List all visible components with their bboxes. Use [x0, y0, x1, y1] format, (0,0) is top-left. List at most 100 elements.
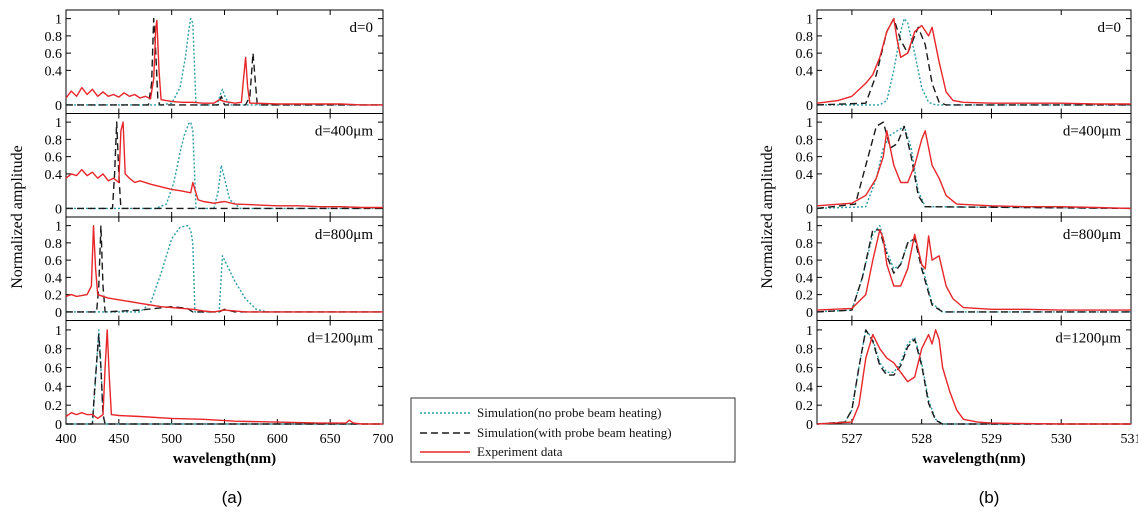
y-tick-label: 0.4 [796, 64, 814, 79]
y-tick-label: 1 [806, 220, 813, 235]
panel-4: 0 0.2 0.4 0.6 0.8 1 d=1200μm [45, 320, 384, 433]
panel-label: d=800μm [315, 227, 374, 243]
series-experiment [65, 19, 383, 106]
y-tick-label: 1 [806, 116, 813, 131]
panel-label: d=800μm [1063, 227, 1122, 243]
series-sim-with-heating [816, 121, 1132, 210]
y-tick-label: 0.8 [796, 343, 814, 358]
y-tick-label: 0.4 [45, 271, 63, 286]
y-tick-label: 0.8 [45, 237, 63, 252]
y-tick-label: 1 [55, 13, 62, 28]
x-tick-label: 531 [1121, 432, 1138, 447]
series-sim-no-heating [816, 125, 1132, 210]
legend-label-sim-no-heating: Simulation(no probe beam heating) [477, 405, 661, 420]
series-sim-no-heating [816, 224, 1131, 313]
x-axis-label: wavelength(nm) [922, 451, 1025, 467]
y-tick-label: 0 [806, 202, 813, 217]
y-tick-label: 0.2 [796, 399, 814, 414]
y-tick-label: 0.2 [45, 289, 63, 304]
panel-label: d=1200μm [307, 331, 373, 347]
series-experiment [65, 121, 383, 209]
y-tick-label: 0.6 [45, 47, 63, 62]
y-tick-label: 1 [55, 220, 62, 235]
panel-frame [65, 9, 384, 114]
series-sim-with-heating [816, 329, 1131, 425]
y-tick-label: 0 [55, 202, 62, 217]
panel-4: 0 0.2 0.4 0.6 0.8 1 d=1200μm [796, 320, 1132, 433]
panel-3: 0 0.2 0.4 0.6 0.8 1 d=800μm [796, 216, 1132, 321]
legend-label-sim-with-heating: Simulation(with probe beam heating) [477, 425, 672, 440]
y-tick-label: 0.6 [45, 254, 63, 269]
y-tick-label: 0.4 [45, 380, 63, 395]
y-tick-label: 0.8 [796, 133, 814, 148]
series-sim-with-heating [816, 229, 1131, 313]
series-sim-no-heating [66, 17, 383, 106]
y-tick-label: 0.6 [45, 151, 63, 166]
y-axis-label: Normalized amplitude [759, 145, 776, 289]
y-tick-label: 0 [806, 306, 813, 321]
series-experiment [65, 329, 383, 425]
y-tick-label: 0.6 [45, 362, 63, 377]
y-tick-label: 0.6 [796, 151, 814, 166]
x-tick-label: 600 [267, 432, 288, 447]
y-tick-label: 0.2 [45, 399, 63, 414]
x-tick-label: 550 [214, 432, 235, 447]
y-tick-label: 0.2 [796, 289, 814, 304]
y-tick-label: 0 [806, 418, 813, 433]
x-tick-label: 528 [911, 432, 932, 447]
y-tick-label: 1 [55, 116, 62, 131]
y-tick-label: 0.8 [796, 237, 814, 252]
panel-label: d=0 [1098, 20, 1121, 36]
y-tick-label: 0 [55, 418, 62, 433]
panel-1: 0 0.4 0.6 0.8 1 d=0 [45, 9, 384, 114]
x-tick-label: 700 [373, 432, 394, 447]
panel-label: d=400μm [1063, 124, 1122, 140]
y-tick-label: 0 [55, 306, 62, 321]
y-tick-label: 0.8 [796, 30, 814, 45]
panel-frame [816, 9, 1132, 114]
series-sim-no-heating [817, 17, 1131, 106]
x-tick-label: 500 [161, 432, 182, 447]
series-experiment [816, 229, 1131, 311]
y-tick-label: 0.8 [45, 30, 63, 45]
x-axis-label: wavelength(nm) [173, 451, 276, 467]
y-tick-label: 1 [806, 13, 813, 28]
y-tick-label: 0 [55, 99, 62, 114]
panel-3: 0 0.2 0.4 0.6 0.8 1 d=800μm [45, 216, 384, 321]
y-tick-label: 0.8 [45, 343, 63, 358]
x-tick-label: 650 [320, 432, 341, 447]
y-tick-label: 0.6 [796, 47, 814, 62]
figure-caption-label: (a) [222, 488, 243, 507]
y-tick-label: 0.4 [796, 380, 814, 395]
y-tick-label: 0.6 [796, 362, 814, 377]
panel-label: d=0 [350, 20, 373, 36]
chart-a: 00.40.60.81 d=000.40.60.81 d=400μm00.20.40… [9, 9, 394, 507]
y-tick-label: 1 [55, 324, 62, 339]
x-tick-label: 400 [56, 432, 77, 447]
panel-label: d=1200μm [1055, 331, 1121, 347]
panel-2: 0 0.4 0.6 0.8 1 d=400μm [45, 113, 384, 218]
x-tick-label: 530 [1051, 432, 1072, 447]
x-tick-label: 529 [981, 432, 1002, 447]
panel-1: 0 0.4 0.6 0.8 1 d=0 [796, 9, 1132, 114]
panel-label: d=400μm [315, 124, 374, 140]
y-tick-label: 0.4 [796, 271, 814, 286]
y-tick-label: 0.8 [45, 133, 63, 148]
y-tick-label: 0.6 [796, 254, 814, 269]
series-sim-no-heating [66, 329, 383, 425]
chart-b: 00.40.60.81 d=000.40.60.81 d=400μm00.20.40… [759, 9, 1138, 507]
y-tick-label: 1 [806, 324, 813, 339]
panel-2: 0 0.4 0.6 0.8 1 d=400μm [796, 113, 1132, 218]
series-experiment [816, 329, 1131, 425]
y-tick-label: 0.4 [796, 168, 814, 183]
series-experiment [65, 224, 383, 313]
series-sim-with-heating [66, 121, 383, 210]
figure-caption-label: (b) [979, 488, 1000, 507]
series-sim-with-heating [816, 17, 1131, 106]
y-tick-label: 0.4 [45, 168, 63, 183]
series-experiment [816, 130, 1132, 210]
series-sim-with-heating [66, 333, 383, 425]
series-sim-with-heating [66, 17, 383, 106]
legend-label-experiment: Experiment data [477, 444, 563, 459]
